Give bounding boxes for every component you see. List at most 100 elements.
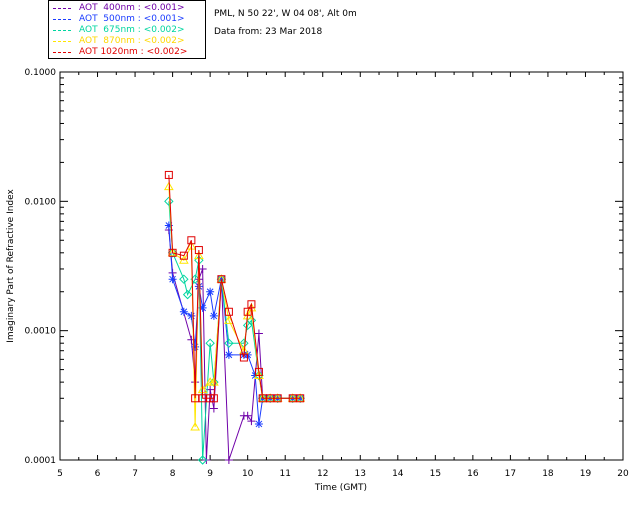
- series-3-point-1: [167, 247, 178, 257]
- y-tick-label-0.0001: 0.0001: [25, 456, 57, 466]
- series-0-point-13: [247, 417, 256, 426]
- x-tick-label-13: 13: [355, 469, 366, 479]
- series-2-point-10: [224, 338, 234, 348]
- x-tick-label-8: 8: [170, 469, 176, 479]
- x-tick-label-14: 14: [392, 469, 404, 479]
- legend-label-870nm: AOT 870nm : <0.002>: [79, 36, 185, 46]
- x-tick-label-7: 7: [132, 469, 138, 479]
- series-line-3: [168, 186, 301, 427]
- legend-label-1020nm: AOT 1020nm : <0.002>: [79, 47, 188, 57]
- series-4-point-11: [239, 353, 248, 362]
- series-2-point-7: [205, 338, 215, 348]
- legend-swatch-1020nm: [53, 52, 71, 53]
- series-4-point-14: [254, 367, 263, 376]
- series-1-point-6: [198, 303, 207, 312]
- x-tick-label-9: 9: [207, 469, 213, 479]
- series-2-point-0: [164, 196, 174, 207]
- y-tick-label-0.1000: 0.1000: [25, 68, 57, 78]
- legend: AOT 400nm : <0.001> AOT 500nm : <0.001> …: [48, 0, 206, 59]
- x-tick-label-20: 20: [617, 469, 629, 479]
- series-3-point-17: [272, 393, 283, 402]
- x-tick-label-18: 18: [542, 469, 554, 479]
- series-1-point-4: [191, 342, 200, 351]
- series-2-point-6: [197, 455, 208, 465]
- x-tick-label-12: 12: [317, 469, 328, 479]
- series-line-0: [168, 229, 301, 461]
- series-4-point-3: [187, 236, 196, 245]
- legend-item-400nm: AOT 400nm : <0.001>: [49, 3, 207, 14]
- legend-swatch-400nm: [53, 8, 71, 9]
- date-info: Data from: 23 Mar 2018: [214, 27, 323, 37]
- series-4-point-1: [168, 248, 177, 257]
- y-tick-label-0.0010: 0.0010: [25, 327, 57, 337]
- series-4-point-19: [296, 394, 305, 403]
- x-tick-label-5: 5: [57, 469, 63, 479]
- legend-item-1020nm: AOT 1020nm : <0.002>: [49, 47, 207, 58]
- series-0-point-5: [198, 264, 207, 273]
- series-1-point-8: [209, 311, 218, 320]
- x-axis-label: Time (GMT): [314, 483, 367, 493]
- series-0: [164, 226, 305, 464]
- series-4-point-0: [164, 170, 173, 179]
- series-3-point-0: [163, 181, 174, 191]
- series-line-1: [168, 225, 301, 425]
- x-tick-label-6: 6: [95, 469, 101, 479]
- series-4-point-17: [273, 394, 282, 403]
- series-4-point-12: [243, 307, 252, 316]
- series-2-point-3: [182, 289, 193, 300]
- series-4-point-16: [266, 394, 275, 403]
- y-tick-label-0.0100: 0.0100: [25, 197, 57, 207]
- series-4-point-4: [191, 394, 200, 403]
- series-1-point-1: [168, 275, 177, 284]
- series-3-point-10: [224, 315, 234, 324]
- series-4-point-18: [288, 394, 297, 403]
- series-3-point-15: [257, 393, 268, 402]
- series-1-point-2: [179, 307, 188, 316]
- series-1-point-14: [254, 419, 263, 428]
- series-4-point-13: [247, 300, 256, 309]
- plot-frame: [59, 71, 624, 461]
- x-tick-label-17: 17: [505, 469, 516, 479]
- series-4: [164, 170, 305, 403]
- x-tick-label-19: 19: [580, 469, 592, 479]
- series-0-point-10: [224, 456, 233, 464]
- x-tick-label-10: 10: [242, 469, 254, 479]
- site-info: PML, N 50 22', W 04 08', Alt 0m: [214, 9, 357, 19]
- series-4-point-5: [194, 246, 203, 255]
- series-1-point-10: [224, 350, 233, 359]
- series-4-point-6: [198, 394, 207, 403]
- y-axis-label: Imaginary Part of Refractive Index: [6, 188, 16, 342]
- legend-item-870nm: AOT 870nm : <0.002>: [49, 36, 207, 47]
- series-2-point-14: [254, 370, 264, 381]
- series-3-point-2: [178, 255, 189, 264]
- series-3-point-18: [287, 393, 298, 402]
- series-2-point-2: [179, 274, 189, 284]
- series-line-4: [168, 174, 301, 399]
- legend-item-675nm: AOT 675nm : <0.002>: [49, 25, 207, 36]
- series-3-point-16: [265, 393, 276, 402]
- series-4-point-8: [209, 394, 218, 403]
- series-4-point-15: [258, 394, 267, 403]
- legend-item-500nm: AOT 500nm : <0.001>: [49, 14, 207, 25]
- legend-label-400nm: AOT 400nm : <0.001>: [79, 3, 185, 13]
- series-3-point-4: [190, 421, 200, 431]
- series-1-point-3: [187, 311, 196, 320]
- series-4-point-9: [217, 275, 226, 284]
- legend-swatch-500nm: [53, 19, 71, 20]
- series-0-point-14: [254, 329, 263, 338]
- series-0-point-8: [209, 404, 218, 413]
- legend-label-500nm: AOT 500nm : <0.001>: [79, 14, 185, 24]
- legend-swatch-675nm: [53, 30, 71, 31]
- x-tick-label-16: 16: [467, 469, 479, 479]
- legend-swatch-870nm: [53, 41, 71, 42]
- series-3: [163, 181, 306, 431]
- series-4-point-2: [179, 251, 188, 260]
- series-1-point-0: [164, 221, 173, 230]
- series-4-point-10: [224, 307, 233, 316]
- series-3-point-8: [209, 377, 219, 386]
- x-tick-label-11: 11: [279, 469, 290, 479]
- series-1-point-7: [206, 287, 215, 296]
- legend-label-675nm: AOT 675nm : <0.002>: [79, 25, 185, 35]
- series-0-point-12: [243, 411, 252, 420]
